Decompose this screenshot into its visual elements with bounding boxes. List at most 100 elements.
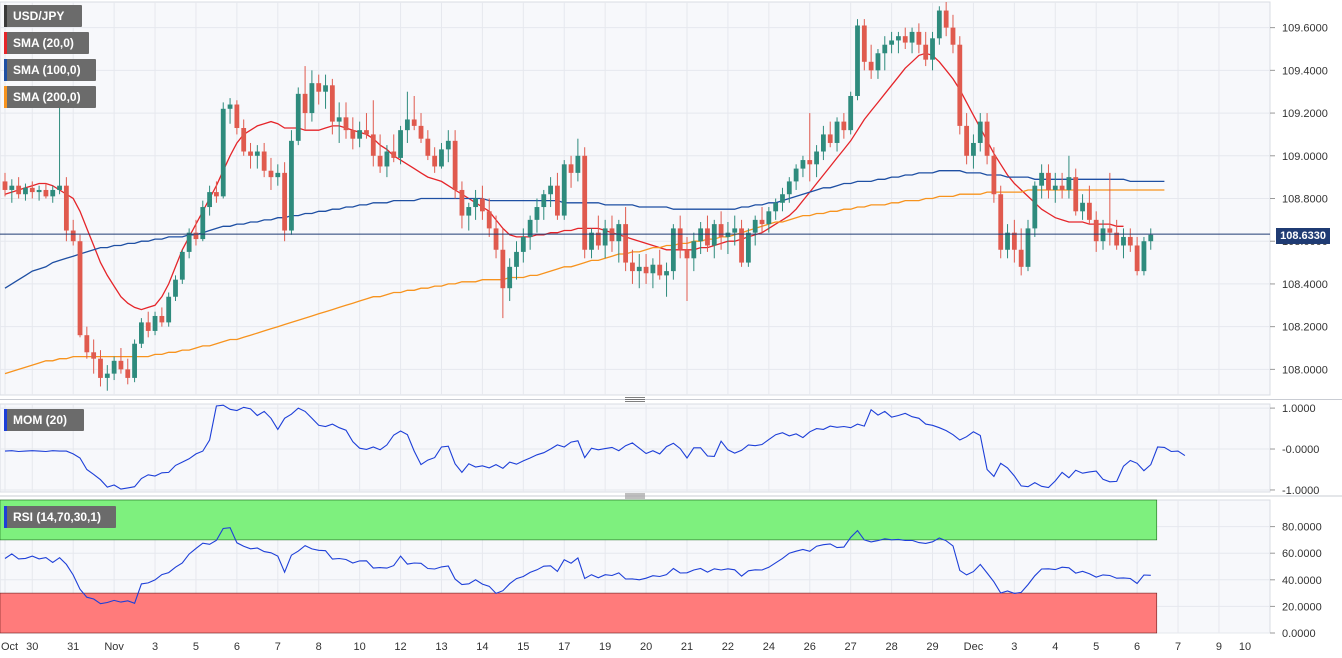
sma20-legend[interactable]: SMA (20,0) — [4, 32, 89, 54]
candle — [248, 142, 253, 169]
candle — [1005, 224, 1010, 259]
x-tick-label: 10 — [354, 641, 366, 653]
candle-body — [698, 228, 704, 242]
candle — [957, 36, 963, 135]
sma100-legend[interactable]: SMA (100,0) — [4, 59, 96, 81]
candle-body — [875, 53, 881, 71]
candle — [848, 91, 854, 135]
candle — [323, 74, 328, 109]
x-tick-label: 7 — [1175, 641, 1181, 653]
candle — [98, 350, 103, 387]
candle-body — [63, 185, 69, 231]
sma200-line — [4, 189, 1165, 375]
candle-body — [602, 228, 608, 246]
candle — [752, 215, 758, 246]
candle — [943, 2, 949, 37]
candle-body — [2, 181, 8, 190]
candle-body — [977, 121, 983, 143]
panel-dividers[interactable] — [0, 397, 1342, 499]
candle — [1107, 172, 1113, 246]
rsi-tick-label: 40.0000 — [1282, 575, 1322, 587]
last-price-tag: 108.6330 — [1276, 228, 1330, 244]
mom-legend[interactable]: MOM (20) — [4, 409, 84, 431]
candle — [241, 119, 247, 156]
candle — [773, 198, 779, 220]
candle — [923, 31, 929, 67]
candle-body — [432, 155, 438, 167]
candle — [964, 113, 970, 165]
candle-body — [609, 228, 615, 242]
candle-body — [834, 121, 840, 143]
candle — [739, 219, 744, 267]
candle — [316, 74, 322, 105]
candle-body — [77, 241, 83, 336]
momentum-rsi-divider[interactable] — [0, 493, 1342, 499]
candle — [1127, 228, 1133, 252]
candle — [398, 125, 403, 165]
candle — [425, 130, 431, 161]
candle — [1039, 164, 1045, 199]
sma200-legend[interactable]: SMA (200,0) — [4, 86, 96, 108]
candle-body — [1141, 241, 1147, 272]
candle-body — [418, 125, 424, 139]
candle-body — [1093, 219, 1099, 242]
candle-body — [568, 164, 574, 173]
candle — [623, 207, 629, 272]
candle — [916, 23, 922, 54]
candle-body — [29, 187, 35, 193]
candle-body — [329, 85, 335, 122]
candle — [889, 31, 894, 54]
candle-body — [193, 232, 199, 240]
candle-body — [459, 189, 465, 216]
rsi-swatch — [4, 506, 7, 528]
rsi-legend[interactable]: RSI (14,70,30,1) — [4, 506, 116, 528]
candle-body — [786, 181, 792, 195]
candle-body — [214, 192, 219, 197]
candle-body — [241, 128, 247, 152]
candlesticks — [2, 2, 1154, 391]
candle — [57, 100, 62, 195]
candle-body — [493, 228, 499, 250]
momentum-line — [4, 404, 1186, 490]
candle-body — [445, 140, 451, 150]
candle-body — [398, 130, 403, 158]
candle-body — [207, 192, 212, 208]
price-tick-label: 109.0000 — [1282, 151, 1328, 163]
candle-body — [514, 251, 519, 267]
candle-body — [248, 151, 253, 156]
candle — [364, 113, 369, 139]
candle — [377, 134, 383, 173]
candle-body — [677, 228, 683, 250]
candle — [1080, 194, 1085, 220]
rsi-label: RSI (14,70,30,1) — [13, 510, 102, 524]
candle — [261, 142, 267, 178]
candle-body — [1039, 172, 1045, 186]
price-momentum-divider[interactable] — [0, 397, 1342, 402]
x-tick-label: 3 — [152, 641, 158, 653]
candle-body — [650, 264, 656, 274]
candle-body — [23, 187, 28, 195]
candle — [855, 19, 860, 101]
candle — [698, 221, 704, 255]
candle-body — [43, 189, 49, 197]
candle-body — [486, 211, 492, 229]
candle — [575, 138, 581, 182]
candle — [84, 326, 90, 359]
candle — [36, 185, 42, 201]
x-tick-label: 5 — [193, 641, 199, 653]
candle — [282, 162, 288, 242]
candle — [1018, 228, 1024, 276]
symbol-legend[interactable]: USD/JPY — [4, 5, 82, 27]
price-tick-label: 108.2000 — [1282, 322, 1328, 334]
candle — [500, 228, 506, 319]
candle — [1025, 219, 1031, 272]
symbol-label: USD/JPY — [13, 9, 65, 23]
x-tick-label: 22 — [722, 641, 734, 653]
candle — [91, 339, 97, 374]
candle — [70, 219, 76, 246]
candle-body — [57, 185, 62, 190]
candle — [745, 228, 751, 267]
price-tick-label: 109.6000 — [1282, 23, 1328, 35]
candle-body — [902, 36, 908, 43]
candle — [589, 228, 594, 259]
